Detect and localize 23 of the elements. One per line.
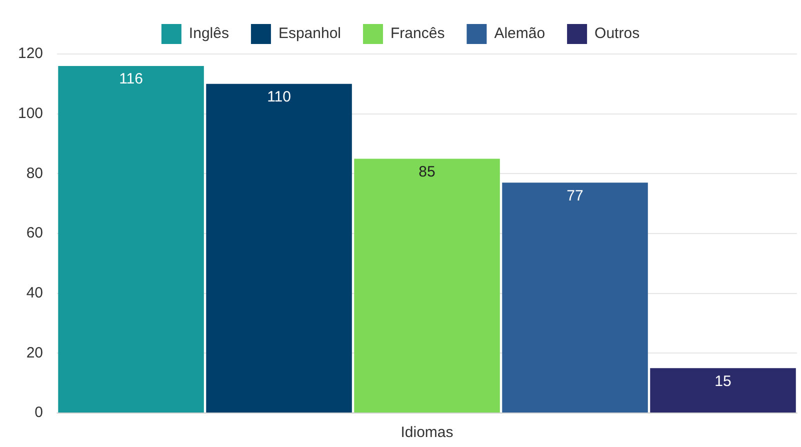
- legend-label: Francês: [390, 25, 445, 42]
- bar: [354, 158, 500, 412]
- data-label: 15: [714, 372, 732, 390]
- legend-label: Espanhol: [278, 25, 342, 42]
- bar: [502, 182, 648, 412]
- y-tick-label: 20: [26, 344, 44, 362]
- legend-label: Alemão: [494, 25, 546, 42]
- bar: [650, 368, 796, 412]
- data-label: 85: [418, 163, 436, 180]
- data-label: 116: [119, 70, 143, 88]
- data-label: 110: [267, 88, 291, 106]
- legend-label: Outros: [594, 25, 640, 42]
- y-tick-label: 60: [26, 224, 44, 242]
- bar: [206, 84, 352, 412]
- y-tick-label: 120: [18, 45, 44, 62]
- y-tick-label: 0: [34, 404, 44, 422]
- x-tick-label: Idiomas: [400, 424, 454, 442]
- y-tick-label: 40: [26, 284, 44, 302]
- bar: [58, 66, 204, 412]
- y-tick-label: 100: [18, 104, 44, 122]
- data-label: 77: [566, 187, 584, 204]
- y-tick-label: 80: [26, 164, 44, 182]
- legend-label: Inglês: [188, 25, 229, 42]
